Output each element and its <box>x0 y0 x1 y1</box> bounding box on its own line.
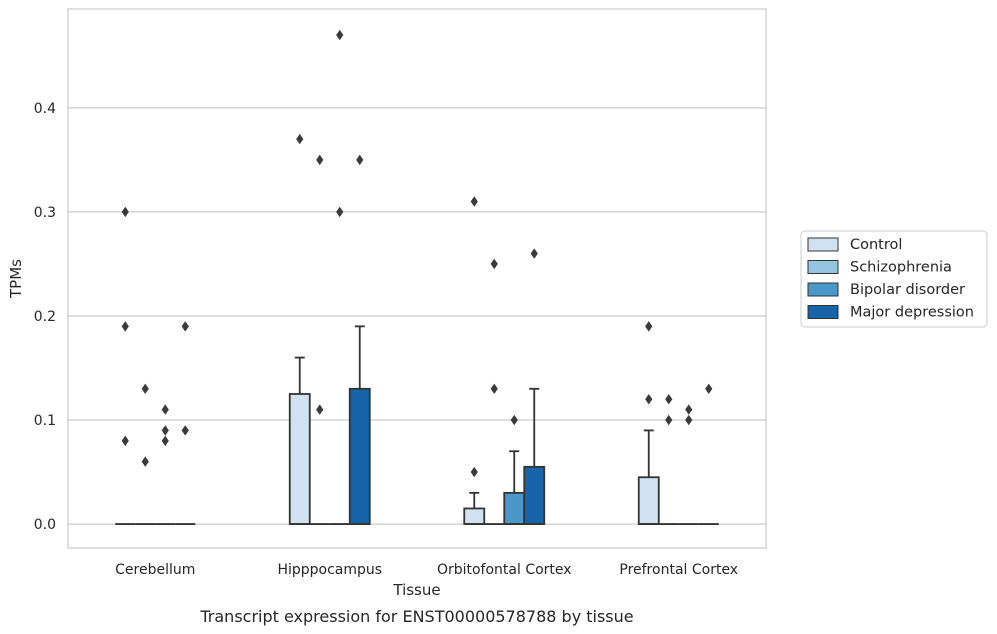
boxes <box>115 325 719 525</box>
gridlines <box>68 107 766 525</box>
outlier-point <box>336 29 344 41</box>
outlier-point <box>705 383 713 394</box>
box <box>463 507 486 525</box>
y-tick-labels: 0.0 0.1 0.2 0.3 0.4 <box>34 101 56 533</box>
y-tick-label: 0.4 <box>34 101 56 117</box>
outlier-point <box>296 133 304 145</box>
y-tick-label: 0.0 <box>34 517 56 533</box>
x-tick-label: Cerebellum <box>115 562 195 578</box>
box <box>637 476 660 525</box>
outlier-point <box>356 154 364 166</box>
outlier-point <box>161 425 169 436</box>
outlier-point <box>316 154 324 166</box>
outlier-point <box>665 394 673 405</box>
chart-caption: Transcript expression for ENST0000057878… <box>199 607 633 626</box>
legend-frame <box>800 230 988 328</box>
legend-swatch <box>807 282 839 297</box>
legend: Control Schizophrenia Bipolar disorder Majo… <box>800 230 988 328</box>
outlier-point <box>181 321 189 332</box>
outlier-point <box>490 258 498 270</box>
outlier-point <box>645 394 653 405</box>
y-axis-label: TPMs <box>7 259 25 299</box>
legend-label: Schizophrenia <box>850 260 952 276</box>
outlier-point <box>316 404 324 415</box>
outlier-point <box>685 414 693 426</box>
x-tick-label: Prefrontal Cortex <box>619 562 738 578</box>
x-tick-label: Hipppocampus <box>277 562 382 578</box>
box <box>503 491 526 525</box>
outlier-point <box>161 435 169 447</box>
legend-swatch <box>807 260 839 274</box>
outlier-point <box>121 321 129 332</box>
outlier-point <box>181 425 189 436</box>
outlier-point <box>530 248 538 259</box>
outlier-point <box>490 383 498 394</box>
outliers <box>121 29 713 478</box>
legend-label: Control <box>850 237 902 253</box>
outlier-point <box>141 383 149 394</box>
legend-swatch <box>807 237 839 252</box>
y-tick-label: 0.3 <box>34 205 56 221</box>
plot-frame <box>67 8 767 549</box>
y-tick-label: 0.1 <box>34 413 56 429</box>
outlier-point <box>141 456 149 467</box>
outlier-point <box>685 404 693 415</box>
outlier-point <box>121 206 129 218</box>
legend-swatch <box>807 305 839 319</box>
y-tick-label: 0.2 <box>34 309 56 325</box>
legend-label: Major depression <box>850 305 974 321</box>
box <box>523 465 546 525</box>
x-axis-label: Tissue <box>392 581 440 599</box>
outlier-point <box>470 196 478 207</box>
box <box>348 387 371 525</box>
outlier-point <box>665 414 673 426</box>
legend-label: Bipolar disorder <box>850 282 965 298</box>
box <box>288 393 311 525</box>
outlier-point <box>161 404 169 415</box>
outlier-point <box>510 414 518 426</box>
outlier-point <box>336 206 344 218</box>
outlier-point <box>121 435 129 447</box>
outlier-point <box>470 466 478 478</box>
x-tick-labels: Cerebellum Hipppocampus Orbitofontal Corte… <box>115 562 738 578</box>
outlier-point <box>645 321 653 332</box>
x-tick-label: Orbitofontal Cortex <box>437 562 572 578</box>
